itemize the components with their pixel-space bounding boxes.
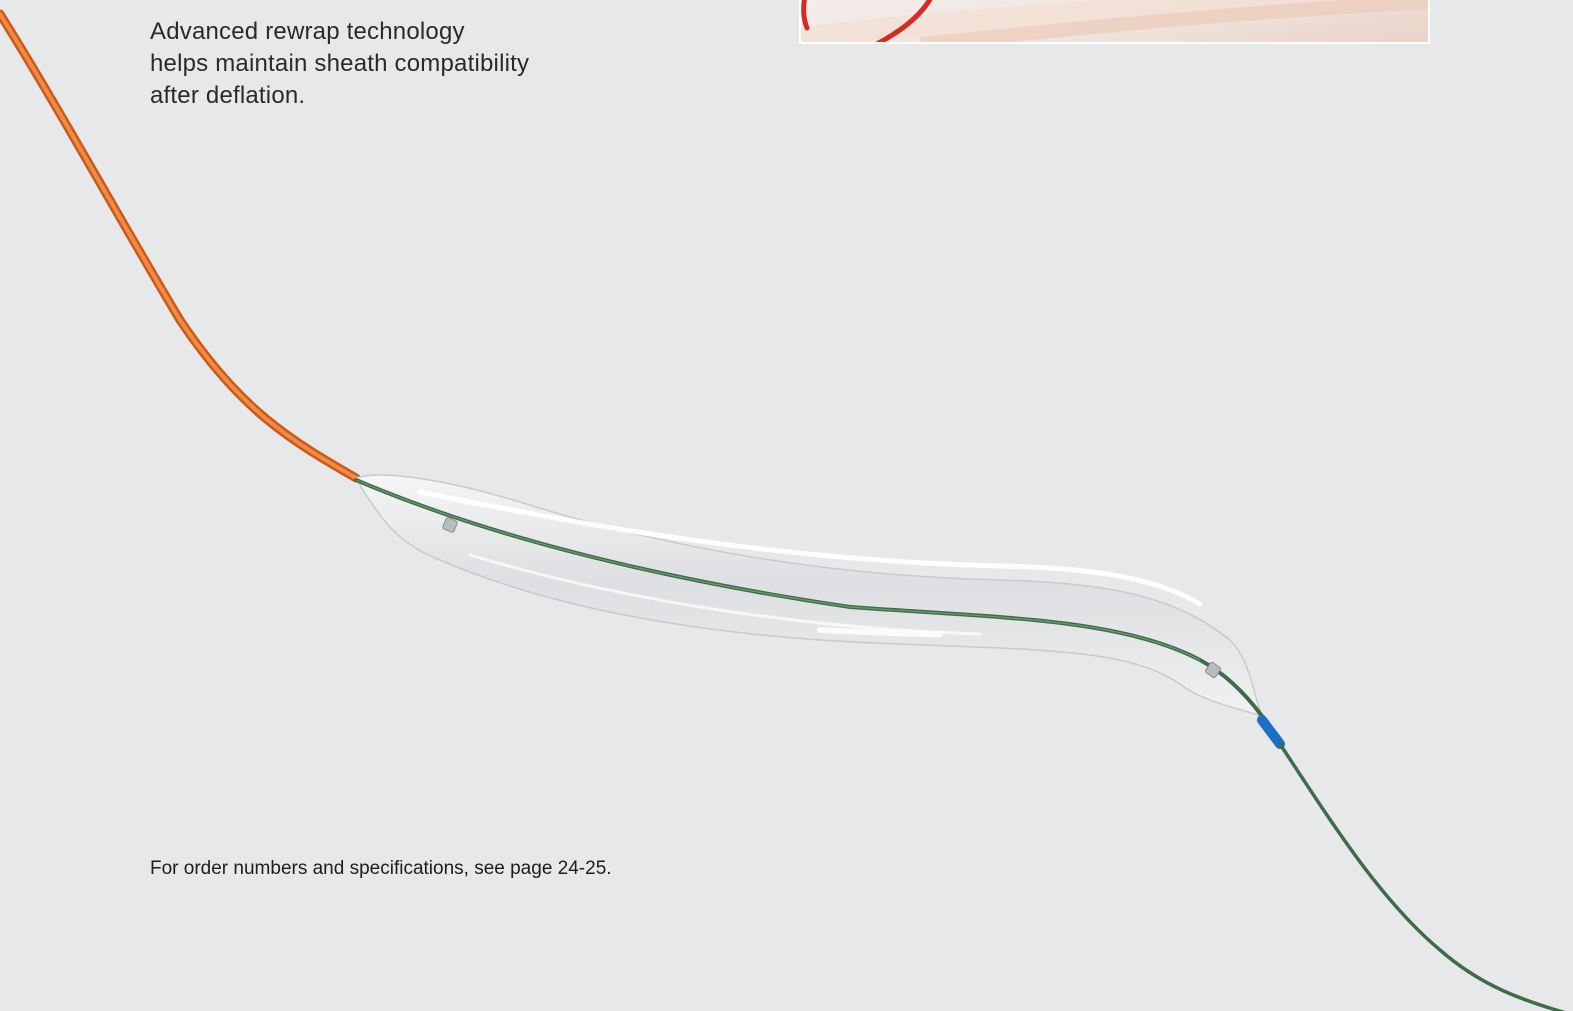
specifications-footnote: For order numbers and specifications, se… — [150, 858, 612, 879]
catheter-detail-inset — [799, 0, 1430, 44]
marker-band-distal — [1204, 661, 1222, 679]
feature-description: Advanced rewrap technology helps maintai… — [150, 16, 580, 112]
description-line: Advanced rewrap technology — [150, 18, 465, 45]
guidewire — [1278, 742, 1566, 1011]
description-line: after deflation. — [150, 82, 306, 109]
marker-band-proximal — [442, 517, 458, 533]
balloon — [354, 474, 1264, 718]
description-line: helps maintain sheath compatibility — [150, 50, 530, 77]
catheter-tip — [1257, 715, 1285, 749]
catheter-detail-image — [801, 0, 1428, 42]
